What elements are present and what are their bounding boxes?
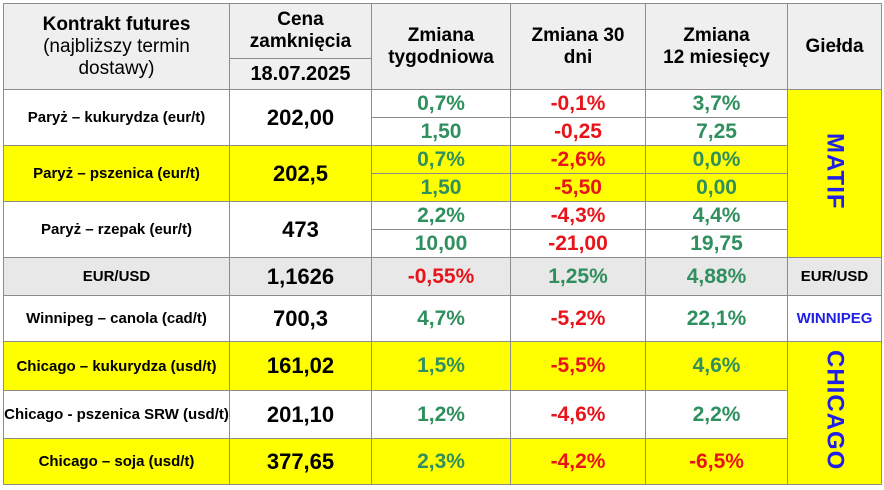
header-30d: Zmiana 30 dni <box>510 3 646 90</box>
contract-name: Paryż – rzepak (eur/t) <box>3 201 230 258</box>
d30-pct: -0,1% <box>510 89 646 118</box>
weekly-pct: 1,5% <box>371 341 511 391</box>
header-30d-l1: Zmiana 30 <box>531 24 625 46</box>
exchange-matif: MATIF <box>787 89 882 258</box>
m12-pct: 0,0% <box>645 145 788 174</box>
header-close-l1: Cena <box>277 9 324 30</box>
m12-pct: 4,6% <box>645 341 788 391</box>
d30-pct: -4,2% <box>510 438 646 485</box>
weekly-pct: 2,2% <box>371 201 511 230</box>
d30-pct: -5,2% <box>510 295 646 342</box>
d30-abs: -5,50 <box>510 173 646 202</box>
weekly-abs: 1,50 <box>371 117 511 146</box>
weekly-pct: -0,55% <box>371 257 511 296</box>
exchange-chicago-label: CHICAGO <box>821 350 849 471</box>
contract-name: Paryż – pszenica (eur/t) <box>3 145 230 202</box>
d30-pct: -2,6% <box>510 145 646 174</box>
contract-name: Chicago – kukurydza (usd/t) <box>3 341 230 391</box>
m12-pct: 4,4% <box>645 201 788 230</box>
d30-pct: -4,6% <box>510 390 646 439</box>
contract-name: Winnipeg – canola (cad/t) <box>3 295 230 342</box>
contract-name: Paryż – kukurydza (eur/t) <box>3 89 230 146</box>
futures-table: Kontrakt futures (najbliższy termin dost… <box>3 3 882 485</box>
header-exchange: Giełda <box>787 3 882 90</box>
exchange-chicago: CHICAGO <box>787 341 882 485</box>
header-12m-l1: Zmiana <box>683 24 750 46</box>
header-weekly-l1: Zmiana <box>407 24 475 46</box>
m12-pct: 2,2% <box>645 390 788 439</box>
m12-pct: 22,1% <box>645 295 788 342</box>
exchange-winnipeg: WINNIPEG <box>787 295 882 342</box>
exchange-eurusd: EUR/USD <box>787 257 882 296</box>
m12-abs: 0,00 <box>645 173 788 202</box>
header-contract-sub1: (najbliższy termin <box>43 35 190 57</box>
close-price: 202,00 <box>229 89 372 146</box>
contract-name: Chicago – soja (usd/t) <box>3 438 230 485</box>
header-contract-title: Kontrakt futures <box>42 13 191 35</box>
d30-abs: -0,25 <box>510 117 646 146</box>
contract-name: Chicago - pszenica SRW (usd/t) <box>3 390 230 439</box>
close-price: 473 <box>229 201 372 258</box>
weekly-pct: 2,3% <box>371 438 511 485</box>
header-12m-l2: 12 miesięcy <box>663 46 770 68</box>
close-price: 161,02 <box>229 341 372 391</box>
close-price: 1,1626 <box>229 257 372 296</box>
close-price: 377,65 <box>229 438 372 485</box>
contract-name: EUR/USD <box>3 257 230 296</box>
weekly-abs: 1,50 <box>371 173 511 202</box>
header-contract-sub2: dostawy) <box>78 57 155 79</box>
m12-abs: 19,75 <box>645 229 788 258</box>
header-12m: Zmiana 12 miesięcy <box>645 3 788 90</box>
m12-pct: 3,7% <box>645 89 788 118</box>
header-close: Cena zamknięcia <box>229 3 372 59</box>
header-close-l2: zamknięcia <box>249 31 352 52</box>
weekly-pct: 0,7% <box>371 145 511 174</box>
close-price: 201,10 <box>229 390 372 439</box>
d30-abs: -21,00 <box>510 229 646 258</box>
m12-abs: 7,25 <box>645 117 788 146</box>
close-price: 700,3 <box>229 295 372 342</box>
header-close-date: 18.07.2025 <box>229 58 372 90</box>
d30-pct: 1,25% <box>510 257 646 296</box>
m12-pct: -6,5% <box>645 438 788 485</box>
header-30d-l2: dni <box>563 46 593 68</box>
weekly-pct: 0,7% <box>371 89 511 118</box>
d30-pct: -4,3% <box>510 201 646 230</box>
close-price: 202,5 <box>229 145 372 202</box>
header-contract: Kontrakt futures (najbliższy termin dost… <box>3 3 230 90</box>
weekly-pct: 1,2% <box>371 390 511 439</box>
weekly-pct: 4,7% <box>371 295 511 342</box>
header-weekly: Zmiana tygodniowa <box>371 3 511 90</box>
header-weekly-l2: tygodniowa <box>388 46 494 68</box>
weekly-abs: 10,00 <box>371 229 511 258</box>
d30-pct: -5,5% <box>510 341 646 391</box>
exchange-matif-label: MATIF <box>821 132 849 210</box>
m12-pct: 4,88% <box>645 257 788 296</box>
